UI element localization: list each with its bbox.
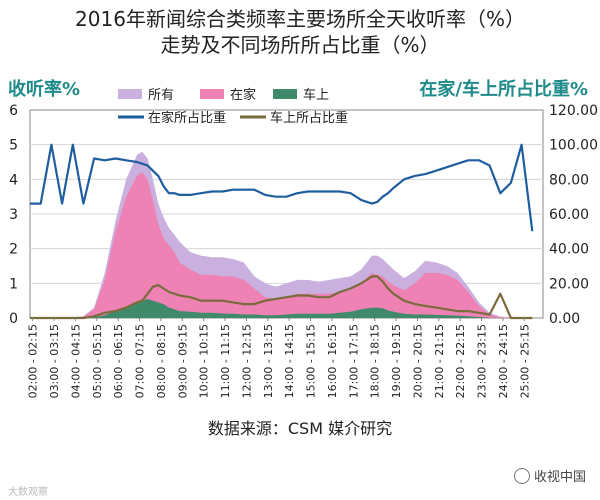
watermark-left: 大数观察	[8, 487, 48, 498]
y-axis-left-label: 收听率%	[8, 79, 81, 100]
y-right-tick-label: 80.00	[549, 172, 589, 188]
y-left-tick-label: 5	[9, 138, 18, 154]
x-tick-label: 25:00 - 25:15	[518, 324, 531, 398]
wechat-icon	[513, 468, 530, 484]
x-tick-label: 06:00 - 06:15	[112, 324, 125, 398]
watermark-right-text: 收视中国	[533, 470, 586, 485]
legend-item-在家所占比重: 在家所占比重	[118, 110, 226, 126]
legend-item-在家: 在家	[200, 87, 256, 103]
x-tick-label: 09:00 - 09:15	[176, 324, 189, 398]
y-right-tick-label: 60.00	[549, 207, 589, 223]
legend-label: 车上	[303, 87, 329, 103]
chart-title-line1: 2016年新闻综合类频率主要场所全天收听率（%）	[75, 7, 525, 31]
chart-title: 2016年新闻综合类频率主要场所全天收听率（%） 走势及不同场所所占比重（%）	[0, 6, 600, 58]
area-车上	[30, 298, 533, 318]
x-tick-label: 14:00 - 14:15	[283, 324, 296, 398]
x-tick-label: 24:00 - 24:15	[497, 324, 510, 398]
x-tick-label: 05:00 - 05:15	[91, 324, 104, 398]
x-tick-label: 04:00 - 04:15	[69, 324, 82, 398]
y-left-tick-label: 2	[9, 242, 18, 258]
chart: 01234560.0020.0040.0060.0080.00100.00120…	[9, 87, 598, 398]
y-right-tick-label: 40.00	[549, 242, 589, 258]
y-left-tick-label: 0	[9, 311, 18, 327]
area-在家	[30, 172, 533, 318]
x-tick-label: 17:00 - 17:15	[347, 324, 360, 398]
y-axis-right-label: 在家/车上所占比重%	[419, 79, 588, 100]
x-tick-label: 02:00 - 02:15	[27, 324, 40, 398]
watermark-right: 收视中国	[513, 466, 586, 485]
legend-label: 在家	[230, 87, 256, 103]
x-tick-label: 07:00 - 07:15	[134, 324, 147, 398]
y-left-tick-label: 6	[9, 103, 18, 119]
chart-title-line2: 走势及不同场所所占比重（%）	[160, 33, 440, 57]
x-tick-label: 13:00 - 13:15	[262, 324, 275, 398]
line-在家所占比重	[30, 143, 534, 232]
x-tick-label: 19:00 - 19:15	[390, 324, 403, 398]
x-tick-label: 21:00 - 21:15	[433, 324, 446, 398]
x-tick-label: 11:00 - 11:15	[219, 324, 232, 398]
x-tick-label: 18:00 - 18:15	[369, 324, 382, 398]
x-tick-label: 15:00 - 15:15	[305, 324, 318, 398]
data-source: 数据来源：CSM 媒介研究	[207, 419, 393, 438]
y-left-tick-label: 3	[9, 207, 18, 223]
y-right-tick-label: 120.00	[549, 103, 598, 119]
axis-layer: 01234560.0020.0040.0060.0080.00100.00120…	[9, 103, 598, 398]
legend-item-车上所占比重: 车上所占比重	[240, 110, 348, 126]
x-tick-label: 10:00 - 10:15	[198, 324, 211, 398]
legend-item-所有: 所有	[118, 88, 174, 103]
x-tick-label: 08:00 - 08:15	[155, 324, 168, 398]
x-tick-label: 03:00 - 03:15	[48, 324, 61, 398]
y-right-tick-label: 100.00	[549, 138, 598, 154]
x-tick-label: 23:00 - 23:15	[476, 324, 489, 398]
legend-item-车上: 车上	[273, 87, 329, 103]
line-layer	[30, 143, 534, 320]
y-right-tick-label: 20.00	[549, 276, 589, 292]
legend-swatch	[118, 89, 142, 99]
legend-swatch	[273, 89, 297, 99]
legend-label: 车上所占比重	[270, 110, 348, 126]
x-tick-label: 12:00 - 12:15	[240, 324, 253, 398]
area-layer	[30, 151, 533, 318]
x-tick-label: 20:00 - 20:15	[411, 324, 424, 398]
legend-swatch	[200, 89, 224, 99]
y-left-tick-label: 1	[9, 276, 18, 292]
legend-label: 在家所占比重	[148, 110, 226, 126]
y-left-tick-label: 4	[9, 172, 18, 188]
legend-label: 所有	[148, 88, 174, 103]
line-车上所占比重	[30, 275, 533, 320]
x-tick-label: 16:00 - 16:15	[326, 324, 339, 398]
x-tick-label: 22:00 - 22:15	[454, 324, 467, 398]
y-right-tick-label: 0.00	[549, 311, 580, 327]
